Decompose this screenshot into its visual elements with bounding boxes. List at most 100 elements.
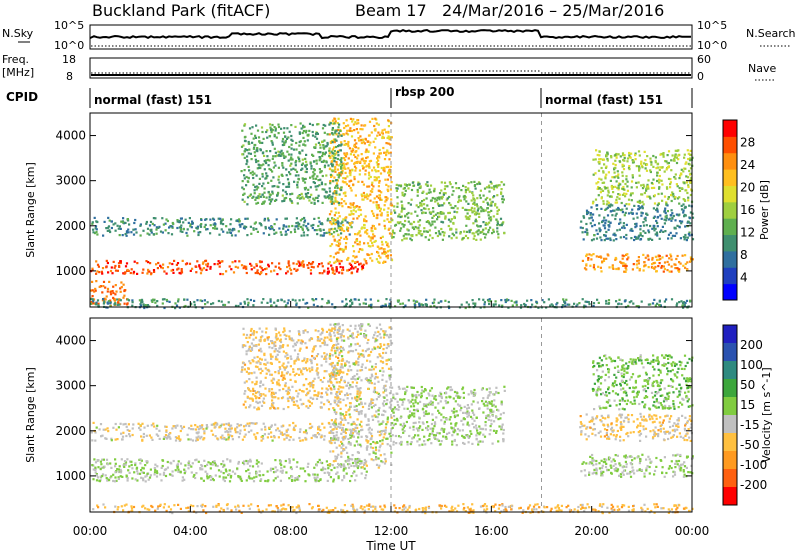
velocity-colorbar-swatch (723, 379, 737, 398)
velocity-feature-4 (240, 327, 343, 411)
power-feature-7 (579, 203, 695, 242)
power-ytick-label: 3000 (55, 174, 86, 188)
power-colorbar-swatch (723, 120, 737, 137)
power-feature-3 (328, 117, 394, 264)
velocity-ylabel: Slant Range [km] (24, 367, 37, 463)
velocity-colorbar: 200 100 50 15 -15 -50 -100 -200 (722, 324, 767, 506)
cpid-segment-2: rbsp 200 (395, 85, 454, 99)
nsearch-tick-top: 10^5 (697, 19, 727, 32)
velocity-colorbar-swatch (723, 397, 737, 416)
power-colorbar-tick: 16 (740, 203, 755, 217)
power-feature-9 (90, 298, 692, 310)
nsearch-tick-bottom: 10^0 (697, 39, 727, 52)
power-colorbar-tick: 20 (740, 181, 755, 195)
power-colorbar-tick: 24 (740, 158, 755, 172)
velocity-heatmap (90, 318, 694, 515)
power-colorbar-swatch (723, 136, 737, 154)
nsky-tick-bottom: 10^0 (54, 39, 84, 52)
power-colorbar-frame (722, 119, 738, 301)
velocity-colorbar-swatch (723, 433, 737, 452)
velocity-feature-8 (92, 503, 694, 515)
freq-tick-top: 18 (62, 53, 76, 66)
power-feature-5 (240, 122, 343, 206)
power-feature-1 (91, 216, 354, 237)
velocity-colorbar-tick: -100 (740, 458, 767, 472)
cpid-label: CPID (6, 90, 38, 104)
velocity-colorbar-tick: -50 (740, 438, 760, 452)
freq-tick-bottom: 8 (66, 70, 73, 83)
time-tick-label: 08:00 (273, 524, 308, 538)
freq-label: Freq. (2, 53, 29, 66)
time-axis: 00:00 04:00 08:00 12:00 16:00 20:00 00:00 (73, 524, 710, 538)
velocity-feature-0 (91, 457, 368, 483)
power-colorbar-swatch (723, 250, 737, 268)
velocity-ytick-label: 3000 (55, 379, 86, 393)
nsky-trace (90, 28, 692, 40)
nsky-tick-top: 10^5 (54, 19, 84, 32)
power-feature-6 (581, 253, 694, 273)
power-colorbar-label: Power [dB] (758, 180, 771, 240)
velocity-colorbar-tick: 50 (740, 378, 755, 392)
time-tick-label: 20:00 (574, 524, 609, 538)
time-tick-label: 00:00 (675, 524, 710, 538)
power-colorbar-tick: 8 (740, 248, 748, 262)
time-tick-label: 00:00 (73, 524, 108, 538)
velocity-colorbar-tick: -200 (740, 478, 767, 492)
velocity-colorbar-tick: 15 (740, 398, 755, 412)
velocity-colorbar-tick: 200 (740, 338, 763, 352)
power-ytick-label: 2000 (55, 219, 86, 233)
power-colorbar-swatch (723, 152, 737, 170)
cpid-segment-1: normal (fast) 151 (94, 93, 212, 107)
velocity-colorbar-tick: -15 (740, 418, 760, 432)
power-colorbar-tick: 4 (740, 271, 748, 285)
cpid-segment-3: normal (fast) 151 (545, 93, 663, 107)
time-axis-label: Time UT (365, 539, 416, 553)
nsearch-label: N.Search (746, 27, 796, 40)
velocity-feature-6 (579, 412, 693, 442)
power-colorbar-swatch (723, 283, 737, 301)
power-ylabel: Slant Range [km] (24, 162, 37, 258)
time-tick-label: 16:00 (474, 524, 509, 538)
beam-label: Beam 17 (355, 1, 427, 20)
power-colorbar-tick: 12 (740, 226, 755, 240)
nave-tick-bottom: 0 (697, 70, 704, 83)
power-feature-4 (391, 180, 506, 242)
velocity-colorbar-swatch (723, 487, 737, 506)
nsky-label: N.Sky (2, 27, 34, 40)
nave-label: Nave (748, 62, 776, 75)
velocity-feature-5 (580, 453, 694, 478)
power-ytick-label: 1000 (55, 264, 86, 278)
velocity-colorbar-swatch (723, 451, 737, 470)
velocity-colorbar-frame (722, 324, 738, 506)
power-colorbar: 4 8 12 16 20 24 28 (722, 119, 755, 301)
power-colorbar-swatch (723, 185, 737, 203)
velocity-feature-7 (591, 354, 694, 411)
power-feature-8 (591, 149, 694, 206)
power-colorbar-swatch (723, 234, 737, 252)
velocity-ytick-label: 2000 (55, 424, 86, 438)
velocity-colorbar-tick: 100 (740, 358, 763, 372)
velocity-colorbar-swatch (723, 325, 737, 344)
date-range: 24/Mar/2016 – 25/Mar/2016 (442, 1, 664, 20)
velocity-colorbar-swatch (723, 343, 737, 362)
power-colorbar-swatch (723, 201, 737, 219)
nave-tick-top: 60 (697, 53, 711, 66)
power-colorbar-swatch (723, 169, 737, 186)
velocity-colorbar-swatch (723, 361, 737, 380)
power-colorbar-swatch (723, 267, 737, 285)
velocity-colorbar-swatch (723, 415, 737, 434)
velocity-ytick-label: 4000 (55, 334, 86, 348)
power-heatmap (90, 113, 695, 310)
freq-unit-label: [MHz] (2, 66, 34, 79)
power-axes: 1000 2000 3000 4000 (55, 129, 693, 307)
time-tick-label: 04:00 (173, 524, 208, 538)
site-title: Buckland Park (fitACF) (92, 1, 270, 20)
velocity-feature-1 (90, 421, 354, 442)
power-feature-0 (90, 259, 368, 276)
power-ytick-label: 4000 (55, 129, 86, 143)
power-colorbar-tick: 28 (740, 136, 755, 150)
velocity-feature-3 (391, 385, 506, 447)
freq-panel-frame (89, 57, 693, 79)
velocity-ytick-label: 1000 (55, 469, 86, 483)
